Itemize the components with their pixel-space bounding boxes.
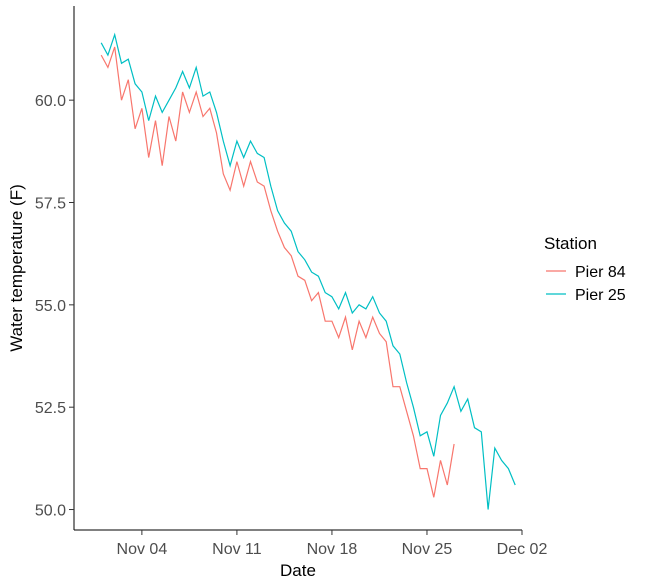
series-line-pier-84 [100, 46, 455, 498]
y-tick-label: 55.0 [35, 298, 66, 315]
y-axis-title: Water temperature (F) [7, 184, 26, 352]
y-tick-label: 57.5 [35, 196, 66, 213]
legend-label-pier-25: Pier 25 [575, 287, 626, 304]
legend: Station Pier 84 Pier 25 [544, 234, 626, 304]
y-tick-label: 50.0 [35, 503, 66, 520]
legend-title: Station [544, 234, 597, 253]
y-tick-label: 60.0 [35, 93, 66, 110]
series-line-pier-25 [100, 32, 516, 510]
x-tick-label: Nov 11 [212, 541, 262, 558]
x-tick-label: Dec 02 [497, 541, 548, 558]
series-layer [100, 32, 516, 510]
legend-label-pier-84: Pier 84 [575, 264, 626, 281]
x-tick-label: Nov 04 [117, 541, 168, 558]
x-axis-title: Date [280, 561, 316, 580]
x-tick-label: Nov 25 [402, 541, 453, 558]
y-tick-label: 52.5 [35, 400, 66, 417]
ticks-layer: Nov 04 Nov 11 Nov 18 Nov 25 Dec 02 50.0 52.5 55… [35, 93, 548, 558]
x-tick-label: Nov 18 [307, 541, 358, 558]
